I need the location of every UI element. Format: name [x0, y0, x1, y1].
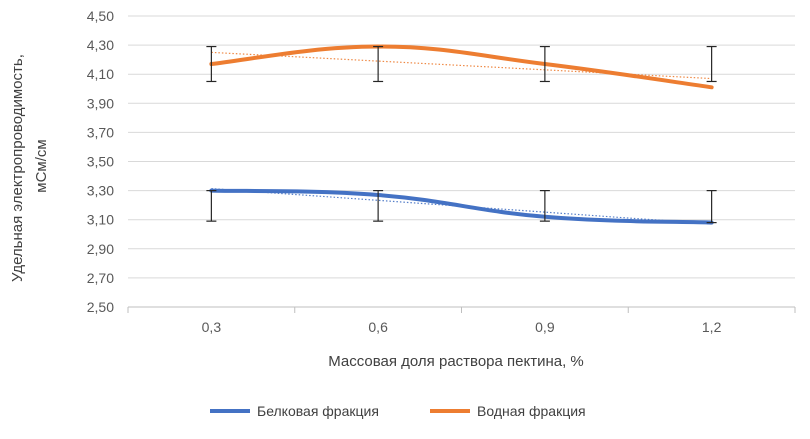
error-bar: [206, 190, 217, 222]
y-axis-title: Удельная электропроводимость, мСм/см: [9, 50, 50, 282]
error-bar: [539, 45, 550, 83]
x-tick-label: 0,9: [535, 319, 555, 335]
x-tick-labels: 0,3 0,6 0,9 1,2: [202, 319, 722, 335]
y-tick-labels: 2,50 2,70 2,90 3,10 3,30 3,50 3,70 3,90 4,10 4,30…: [87, 8, 114, 315]
y-tick-label: 3,10: [87, 212, 114, 228]
y-tick-label: 2,90: [87, 241, 114, 257]
y-tick-label: 3,70: [87, 124, 114, 140]
y-axis-title-line-1: Удельная электропроводимость,: [9, 54, 26, 282]
y-tick-label: 3,30: [87, 183, 114, 199]
legend-label-belkovaya: Белковая фракция: [257, 403, 379, 419]
x-tick-label: 0,3: [202, 319, 222, 335]
series-line-0: [209, 188, 714, 225]
legend-label-vodnaya: Водная фракция: [477, 403, 586, 419]
y-axis-title-line-2: мСм/см: [33, 139, 50, 192]
error-bars: [206, 45, 717, 224]
error-bar: [373, 45, 384, 83]
y-tick-label: 2,50: [87, 299, 114, 315]
x-tick-label: 1,2: [702, 319, 722, 335]
x-axis: [127, 306, 796, 313]
error-bar: [706, 190, 717, 224]
error-bar: [706, 45, 717, 83]
error-bar: [373, 190, 384, 222]
y-tick-label: 2,70: [87, 270, 114, 286]
series-line-1: [209, 44, 714, 90]
y-tick-label: 3,50: [87, 154, 114, 170]
trendline-0: [211, 187, 712, 225]
gridlines: [128, 15, 795, 279]
x-tick-label: 0,6: [368, 319, 388, 335]
x-axis-title: Массовая доля раствора пектина, %: [328, 353, 584, 370]
y-tick-label: 3,90: [87, 95, 114, 111]
y-tick-label: 4,50: [87, 8, 114, 24]
y-tick-label: 4,10: [87, 66, 114, 82]
series-lines: [209, 44, 714, 225]
error-bar: [539, 190, 550, 222]
y-tick-label: 4,30: [87, 37, 114, 53]
legend: Белковая фракция Водная фракция: [210, 403, 586, 419]
error-bar: [206, 45, 217, 83]
